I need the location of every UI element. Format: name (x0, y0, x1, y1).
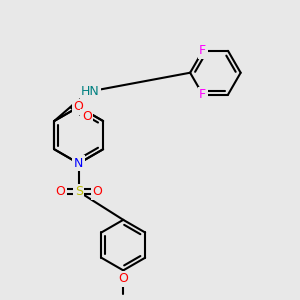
Text: N: N (74, 157, 83, 170)
Text: O: O (74, 100, 84, 113)
Text: F: F (199, 44, 206, 57)
Text: O: O (92, 185, 102, 198)
Text: HN: HN (81, 85, 100, 98)
Text: O: O (55, 185, 65, 198)
Text: F: F (199, 88, 206, 101)
Text: S: S (75, 185, 83, 198)
Text: O: O (82, 110, 92, 123)
Text: O: O (118, 272, 128, 285)
